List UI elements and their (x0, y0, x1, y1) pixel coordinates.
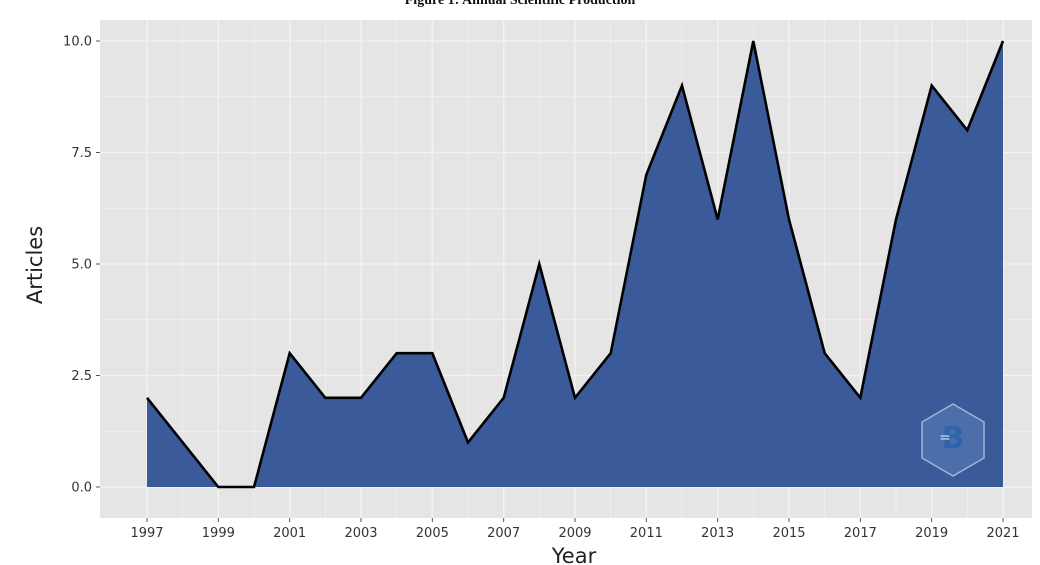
x-axis-title: Year (551, 544, 597, 565)
x-tick-label: 2017 (844, 526, 877, 541)
x-tick-label: 1997 (130, 526, 163, 541)
figure-caption: Figure 1: Annual Scientific Production (404, 0, 636, 8)
y-tick-label: 0.0 (71, 481, 92, 496)
x-tick-label: 2009 (558, 526, 591, 541)
x-tick-label: 2021 (986, 526, 1019, 541)
x-axis-ticks: 1997 1999 2001 2003 2005 2007 2009 2011 2013 2015… (130, 518, 1020, 541)
bibliometrix-logo-icon: B = (921, 403, 985, 477)
area-fill (147, 41, 1003, 487)
y-axis-ticks: 0.0 2.5 5.0 7.5 10.0 (63, 35, 100, 496)
svg-text:=: = (939, 430, 951, 446)
y-tick-label: 2.5 (71, 369, 92, 384)
series-line (145, 40, 1005, 489)
x-tick-label: 2007 (487, 526, 520, 541)
x-tick-label: 2011 (630, 526, 663, 541)
y-tick-label: 5.0 (71, 258, 92, 273)
x-tick-label: 2019 (915, 526, 948, 541)
x-tick-label: 2001 (273, 526, 306, 541)
x-tick-label: 2015 (772, 526, 805, 541)
x-tick-label: 2013 (701, 526, 734, 541)
y-axis-title: Articles (23, 226, 47, 304)
x-tick-label: 1999 (202, 526, 235, 541)
y-tick-label: 7.5 (71, 146, 92, 161)
svg-text:B: B (942, 421, 965, 456)
x-tick-label: 2005 (416, 526, 449, 541)
y-tick-label: 10.0 (63, 35, 92, 50)
x-tick-label: 2003 (344, 526, 377, 541)
